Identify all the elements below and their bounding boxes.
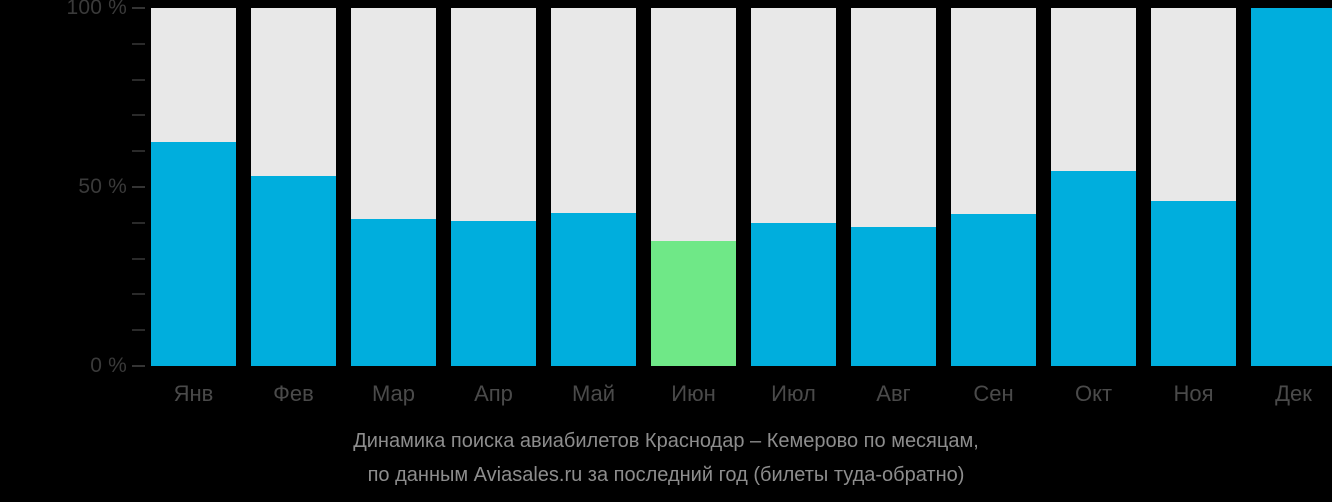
bar-group[interactable] bbox=[151, 0, 236, 366]
bar-group[interactable] bbox=[1051, 0, 1136, 366]
y-tick-mark-40 bbox=[132, 221, 145, 224]
bar-group[interactable] bbox=[651, 0, 736, 366]
x-axis-label: Авг bbox=[876, 381, 911, 406]
x-axis-label: Июн bbox=[671, 381, 716, 406]
x-axis-label: Май bbox=[571, 381, 616, 406]
x-axis-label: Мар bbox=[371, 381, 416, 406]
bar-value bbox=[851, 227, 936, 366]
bar-value bbox=[351, 219, 436, 366]
bar-track bbox=[151, 8, 236, 366]
y-tick-label-0: 0 % bbox=[90, 354, 127, 377]
x-axis: Янв Фев Мар Апр Май Июн Июл Авг Сен Окт Ноя Дек bbox=[151, 366, 1332, 418]
bar-track bbox=[651, 8, 736, 366]
bar-group[interactable] bbox=[251, 0, 336, 366]
plot-area bbox=[151, 0, 1332, 366]
y-tick-mark-50 bbox=[132, 186, 145, 188]
bar-track bbox=[251, 8, 336, 366]
bar-group[interactable] bbox=[551, 0, 636, 366]
bar-track bbox=[551, 8, 636, 366]
bar-group[interactable] bbox=[751, 0, 836, 366]
y-tick-mark-30 bbox=[132, 257, 145, 260]
bar-track bbox=[351, 8, 436, 366]
y-axis: 100 % 50 % 0 % bbox=[0, 0, 151, 502]
bar-track bbox=[951, 8, 1036, 366]
caption-line-1: Динамика поиска авиабилетов Краснодар – … bbox=[353, 430, 979, 452]
bar-track bbox=[1051, 8, 1136, 366]
bar-group[interactable] bbox=[451, 0, 536, 366]
bar-value bbox=[451, 221, 536, 366]
chart-caption: Динамика поиска авиабилетов Краснодар – … bbox=[0, 424, 1332, 492]
y-tick-mark-100 bbox=[132, 7, 145, 9]
bar-value bbox=[651, 240, 736, 366]
y-tick-mark-90 bbox=[132, 42, 145, 45]
bar-track bbox=[1151, 8, 1236, 366]
x-axis-label: Окт bbox=[1074, 381, 1113, 406]
bar-group[interactable] bbox=[351, 0, 436, 366]
x-axis-label: Сен bbox=[973, 381, 1014, 406]
x-axis-label: Июл bbox=[771, 381, 816, 406]
x-axis-label: Ноя bbox=[1173, 381, 1214, 406]
bar-value bbox=[951, 213, 1036, 366]
bar-value bbox=[1051, 170, 1136, 366]
y-tick-mark-20 bbox=[132, 293, 145, 296]
bar-value bbox=[1151, 201, 1236, 366]
y-tick-mark-0 bbox=[132, 365, 145, 367]
bar-track bbox=[451, 8, 536, 366]
bar-value bbox=[251, 176, 336, 366]
bar-group[interactable] bbox=[1151, 0, 1236, 366]
bar-value bbox=[751, 222, 836, 366]
x-axis-label: Фев bbox=[273, 381, 314, 406]
caption-line-2: по данным Aviasales.ru за последний год … bbox=[367, 464, 965, 486]
y-tick-label-50: 50 % bbox=[78, 175, 127, 198]
y-tick-mark-80 bbox=[132, 78, 145, 81]
y-tick-mark-60 bbox=[132, 150, 145, 153]
bar-value bbox=[151, 142, 236, 366]
bar-group[interactable] bbox=[951, 0, 1036, 366]
y-tick-mark-10 bbox=[132, 329, 145, 332]
y-tick-mark-70 bbox=[132, 114, 145, 117]
bar-value bbox=[1251, 8, 1332, 366]
bar-track bbox=[751, 8, 836, 366]
bar-group[interactable] bbox=[1251, 0, 1332, 366]
x-axis-label: Дек bbox=[1275, 381, 1312, 406]
x-axis-label: Янв bbox=[173, 381, 214, 406]
x-axis-label: Апр bbox=[474, 381, 513, 406]
y-tick-label-100: 100 % bbox=[66, 0, 127, 19]
bar-track bbox=[851, 8, 936, 366]
bar-group[interactable] bbox=[851, 0, 936, 366]
bar-value bbox=[551, 213, 636, 366]
bar-track bbox=[1251, 8, 1332, 366]
